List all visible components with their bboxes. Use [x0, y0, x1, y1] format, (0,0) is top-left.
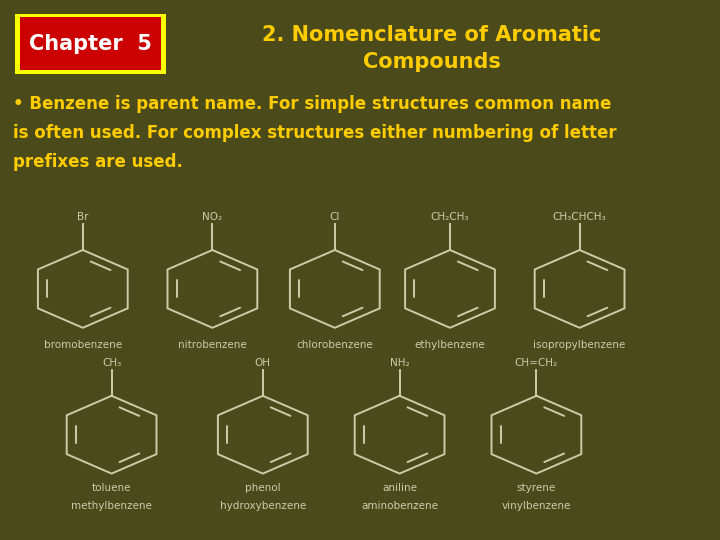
Text: Compounds: Compounds [363, 52, 501, 72]
Text: aniline: aniline [382, 483, 417, 494]
FancyBboxPatch shape [20, 17, 161, 70]
Text: styrene: styrene [517, 483, 556, 494]
Text: is often used. For complex structures either numbering of letter: is often used. For complex structures ei… [13, 124, 616, 142]
Text: toluene: toluene [92, 483, 131, 494]
Text: Chapter  5: Chapter 5 [29, 33, 152, 54]
Text: OH: OH [255, 357, 271, 368]
Text: bromobenzene: bromobenzene [44, 340, 122, 350]
Text: 2. Nomenclature of Aromatic: 2. Nomenclature of Aromatic [262, 25, 602, 45]
Text: • Benzene is parent name. For simple structures common name: • Benzene is parent name. For simple str… [13, 94, 611, 113]
Text: nitrobenzene: nitrobenzene [178, 340, 247, 350]
Text: CH₃CHCH₃: CH₃CHCH₃ [553, 212, 606, 222]
Text: hydroxybenzene: hydroxybenzene [220, 501, 306, 511]
Text: vinylbenzene: vinylbenzene [502, 501, 571, 511]
FancyBboxPatch shape [15, 14, 166, 74]
Text: Cl: Cl [330, 212, 340, 222]
Text: CH=CH₂: CH=CH₂ [515, 357, 558, 368]
Text: NO₂: NO₂ [202, 212, 222, 222]
Text: CH₂CH₃: CH₂CH₃ [431, 212, 469, 222]
Text: Br: Br [77, 212, 89, 222]
Text: CH₃: CH₃ [102, 357, 121, 368]
Text: aminobenzene: aminobenzene [361, 501, 438, 511]
Text: prefixes are used.: prefixes are used. [13, 153, 183, 171]
Text: phenol: phenol [245, 483, 281, 494]
Text: NH₂: NH₂ [390, 357, 410, 368]
Text: methylbenzene: methylbenzene [71, 501, 152, 511]
Text: isopropylbenzene: isopropylbenzene [534, 340, 626, 350]
Text: ethylbenzene: ethylbenzene [415, 340, 485, 350]
Text: chlorobenzene: chlorobenzene [297, 340, 373, 350]
